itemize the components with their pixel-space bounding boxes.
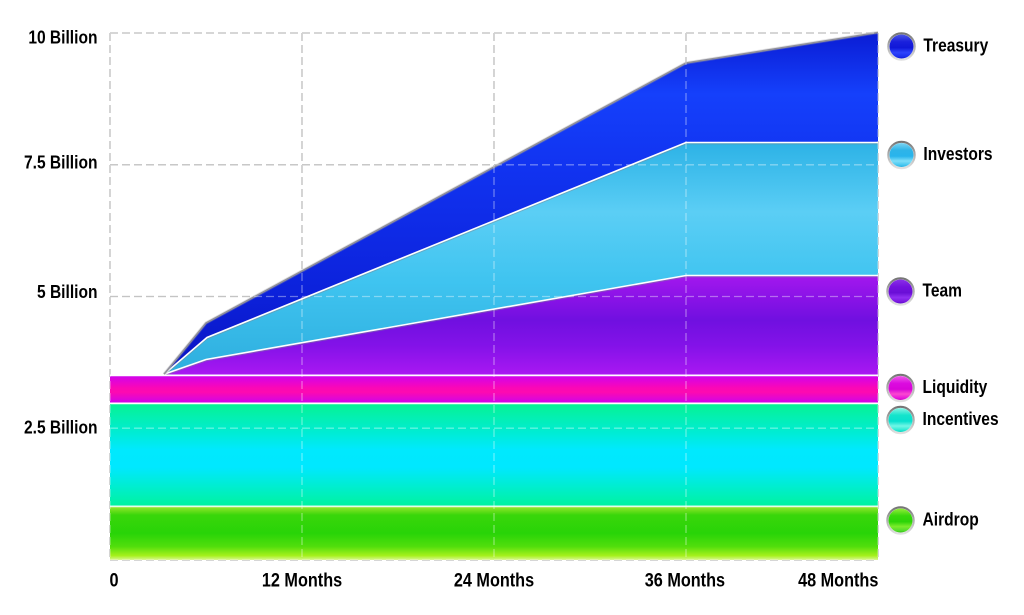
svg-text:Airdrop: Airdrop <box>923 509 979 529</box>
svg-text:12 Months: 12 Months <box>262 569 342 591</box>
svg-text:Treasury: Treasury <box>923 35 988 55</box>
svg-text:10 Billion: 10 Billion <box>28 27 97 47</box>
svg-text:0: 0 <box>109 569 118 591</box>
svg-text:Investors: Investors <box>923 144 992 164</box>
svg-text:Incentives: Incentives <box>923 409 999 429</box>
svg-text:5 Billion: 5 Billion <box>37 282 97 302</box>
svg-text:Liquidity: Liquidity <box>923 377 988 397</box>
svg-text:2.5 Billion: 2.5 Billion <box>24 417 97 437</box>
svg-text:36 Months: 36 Months <box>645 569 725 591</box>
svg-text:Team: Team <box>923 280 962 300</box>
svg-text:7.5 Billion: 7.5 Billion <box>24 152 97 172</box>
svg-text:24 Months: 24 Months <box>454 569 534 591</box>
svg-text:48 Months: 48 Months <box>798 569 878 591</box>
